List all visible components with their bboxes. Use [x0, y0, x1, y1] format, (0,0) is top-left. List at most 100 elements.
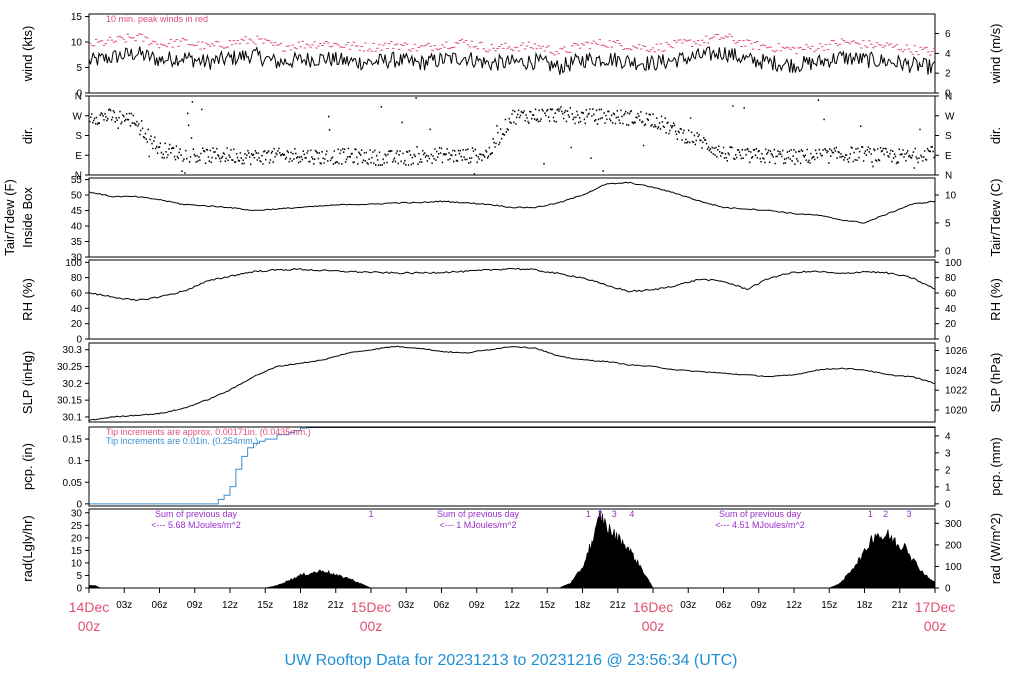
temp-ylabel-right: Tair/Tdew (C) [988, 178, 1003, 256]
wind-right-tick-label: 4 [945, 49, 951, 60]
rh-data [89, 267, 935, 301]
pcp-left-tick-label: 0.05 [63, 478, 83, 489]
rad-left-tick-label: 0 [76, 584, 82, 595]
dir-right-tick-label: S [945, 131, 952, 142]
x-tick-label: 18z [856, 600, 872, 611]
rh-right-tick-label: 60 [945, 288, 957, 299]
slp-frame [88, 342, 936, 423]
x-tick-label: 06z [151, 600, 167, 611]
pcp-ylabel-left: pcp. (in) [20, 443, 35, 490]
slp-series-line [89, 345, 935, 421]
rh-left-tick-label: 20 [71, 319, 83, 330]
slp-right-tick-label: 1026 [945, 346, 968, 357]
dir-left-tick-label: N [75, 171, 82, 182]
dir-ylabel-left: dir. [20, 127, 35, 144]
temp-ylabel-left: Tair/Tdew (F) [2, 179, 17, 256]
slp-left-tick-label: 30.3 [63, 345, 83, 356]
pcp-right-tick-label: 4 [945, 431, 951, 442]
rad-marker: 2 [598, 509, 603, 519]
temp-left-tick-label: 40 [71, 222, 83, 233]
dir-ylabel-right: dir. [988, 127, 1003, 144]
dir-left-tick-label: E [75, 151, 82, 162]
temp-right-tick-label: 5 [945, 218, 951, 229]
dir-right-tick-label: E [945, 151, 952, 162]
x-tick-label: 12z [222, 600, 238, 611]
slp-left-tick-label: 30.25 [57, 362, 82, 373]
rad-marker: 1 [868, 509, 873, 519]
rad-left-tick-label: 15 [71, 546, 83, 557]
dir-frame [88, 95, 936, 176]
rh-left-tick-label: 40 [71, 304, 83, 315]
wind-ylabel-right: wind (m/s) [988, 24, 1003, 85]
slp-left-tick-label: 30.1 [63, 412, 83, 423]
rh-left-tick-label: 0 [76, 335, 82, 346]
rad-marker: 3 [612, 509, 617, 519]
temp-frame [88, 177, 936, 258]
x-tick-label: 18z [292, 600, 308, 611]
x-tick-label: 18z [574, 600, 590, 611]
x-day-time: 00z [642, 618, 665, 634]
pcp-data [89, 427, 935, 505]
panel-temp: 30 35 40 45 50 55 0 5 10 Tair/Tdew (F) Inside Box T… [2, 175, 1003, 263]
rad-right-tick-label: 100 [945, 562, 962, 573]
wind-right-tick-label: 2 [945, 69, 951, 80]
slp-ylabel-right: SLP (hPa) [988, 353, 1003, 413]
dir-left-tick-label: W [73, 111, 83, 122]
x-tick-label: 15z [257, 600, 273, 611]
pcp-annotation-pink: Tip increments are approx. 0.00171in. (0… [106, 427, 311, 437]
rad-data [89, 510, 935, 588]
x-tick-label: 12z [786, 600, 802, 611]
x-tick-label: 21z [610, 600, 626, 611]
panel-pcp: 0 0.05 0.1 0.15 0 1 2 3 4 pcp. (in) pcp. (mm) Tip i… [20, 426, 1003, 510]
rh-right-tick-label: 0 [945, 335, 951, 346]
x-day-time: 00z [360, 618, 383, 634]
pcp-series-line [89, 427, 935, 505]
rh-frame [88, 259, 936, 340]
rad-annotation-line2: <--- 1 MJoules/m^2 [440, 520, 517, 530]
x-tick-label: 15z [821, 600, 837, 611]
x-day-date: 17Dec [915, 599, 955, 615]
rh-series-line [89, 267, 935, 301]
x-day-time: 00z [78, 618, 101, 634]
slp-data [89, 345, 935, 421]
rh-right-tick-label: 20 [945, 319, 957, 330]
panel-slp: 30.1 30.15 30.2 30.25 30.3 1020 1022 1024 1026 SL… [20, 342, 1003, 423]
x-tick-label: 06z [433, 600, 449, 611]
rad-right-tick-label: 0 [945, 584, 951, 595]
pcp-left-tick-label: 0.15 [63, 435, 83, 446]
rad-annotation-line1: Sum of previous day [155, 509, 238, 519]
panel-rh: 0 20 40 60 80 100 0 20 40 60 80 100 RH (%) RH (%) [20, 258, 1003, 346]
pcp-right-tick-label: 3 [945, 448, 951, 459]
wind-left-tick-label: 5 [76, 63, 82, 74]
rad-marker: 2 [883, 509, 888, 519]
x-tick-label: 03z [398, 600, 414, 611]
pcp-left-tick-label: 0 [76, 499, 82, 510]
pcp-right-tick-label: 1 [945, 482, 951, 493]
rad-annotation-line2: <--- 4.51 MJoules/m^2 [715, 520, 805, 530]
rh-ylabel-right: RH (%) [988, 278, 1003, 321]
wind-data [89, 33, 935, 75]
rad-left-tick-label: 30 [71, 508, 83, 519]
chart-title: UW Rooftop Data for 20231213 to 20231216… [285, 652, 738, 669]
x-tick-label: 06z [715, 600, 731, 611]
slp-right-tick-label: 1022 [945, 386, 968, 397]
rad-left-tick-label: 5 [76, 571, 82, 582]
slp-left-tick-label: 30.2 [63, 379, 83, 390]
dir-right-tick-label: N [945, 171, 952, 182]
temp-ylabel-left2: Inside Box [20, 187, 35, 248]
temp-left-tick-label: 35 [71, 237, 83, 248]
dir-left-tick-label: N [75, 92, 82, 103]
rh-ylabel-left: RH (%) [20, 278, 35, 321]
rad-marker: 3 [907, 509, 912, 519]
rad-right-tick-label: 300 [945, 519, 962, 530]
slp-left-tick-label: 30.15 [57, 396, 82, 407]
dir-right-tick-label: N [945, 92, 952, 103]
pcp-ylabel-right: pcp. (mm) [988, 437, 1003, 496]
dir-right-tick-label: W [945, 111, 955, 122]
pcp-left-tick-label: 0.1 [68, 456, 82, 467]
wind-left-tick-label: 10 [71, 38, 83, 49]
slp-right-tick-label: 1020 [945, 406, 968, 417]
